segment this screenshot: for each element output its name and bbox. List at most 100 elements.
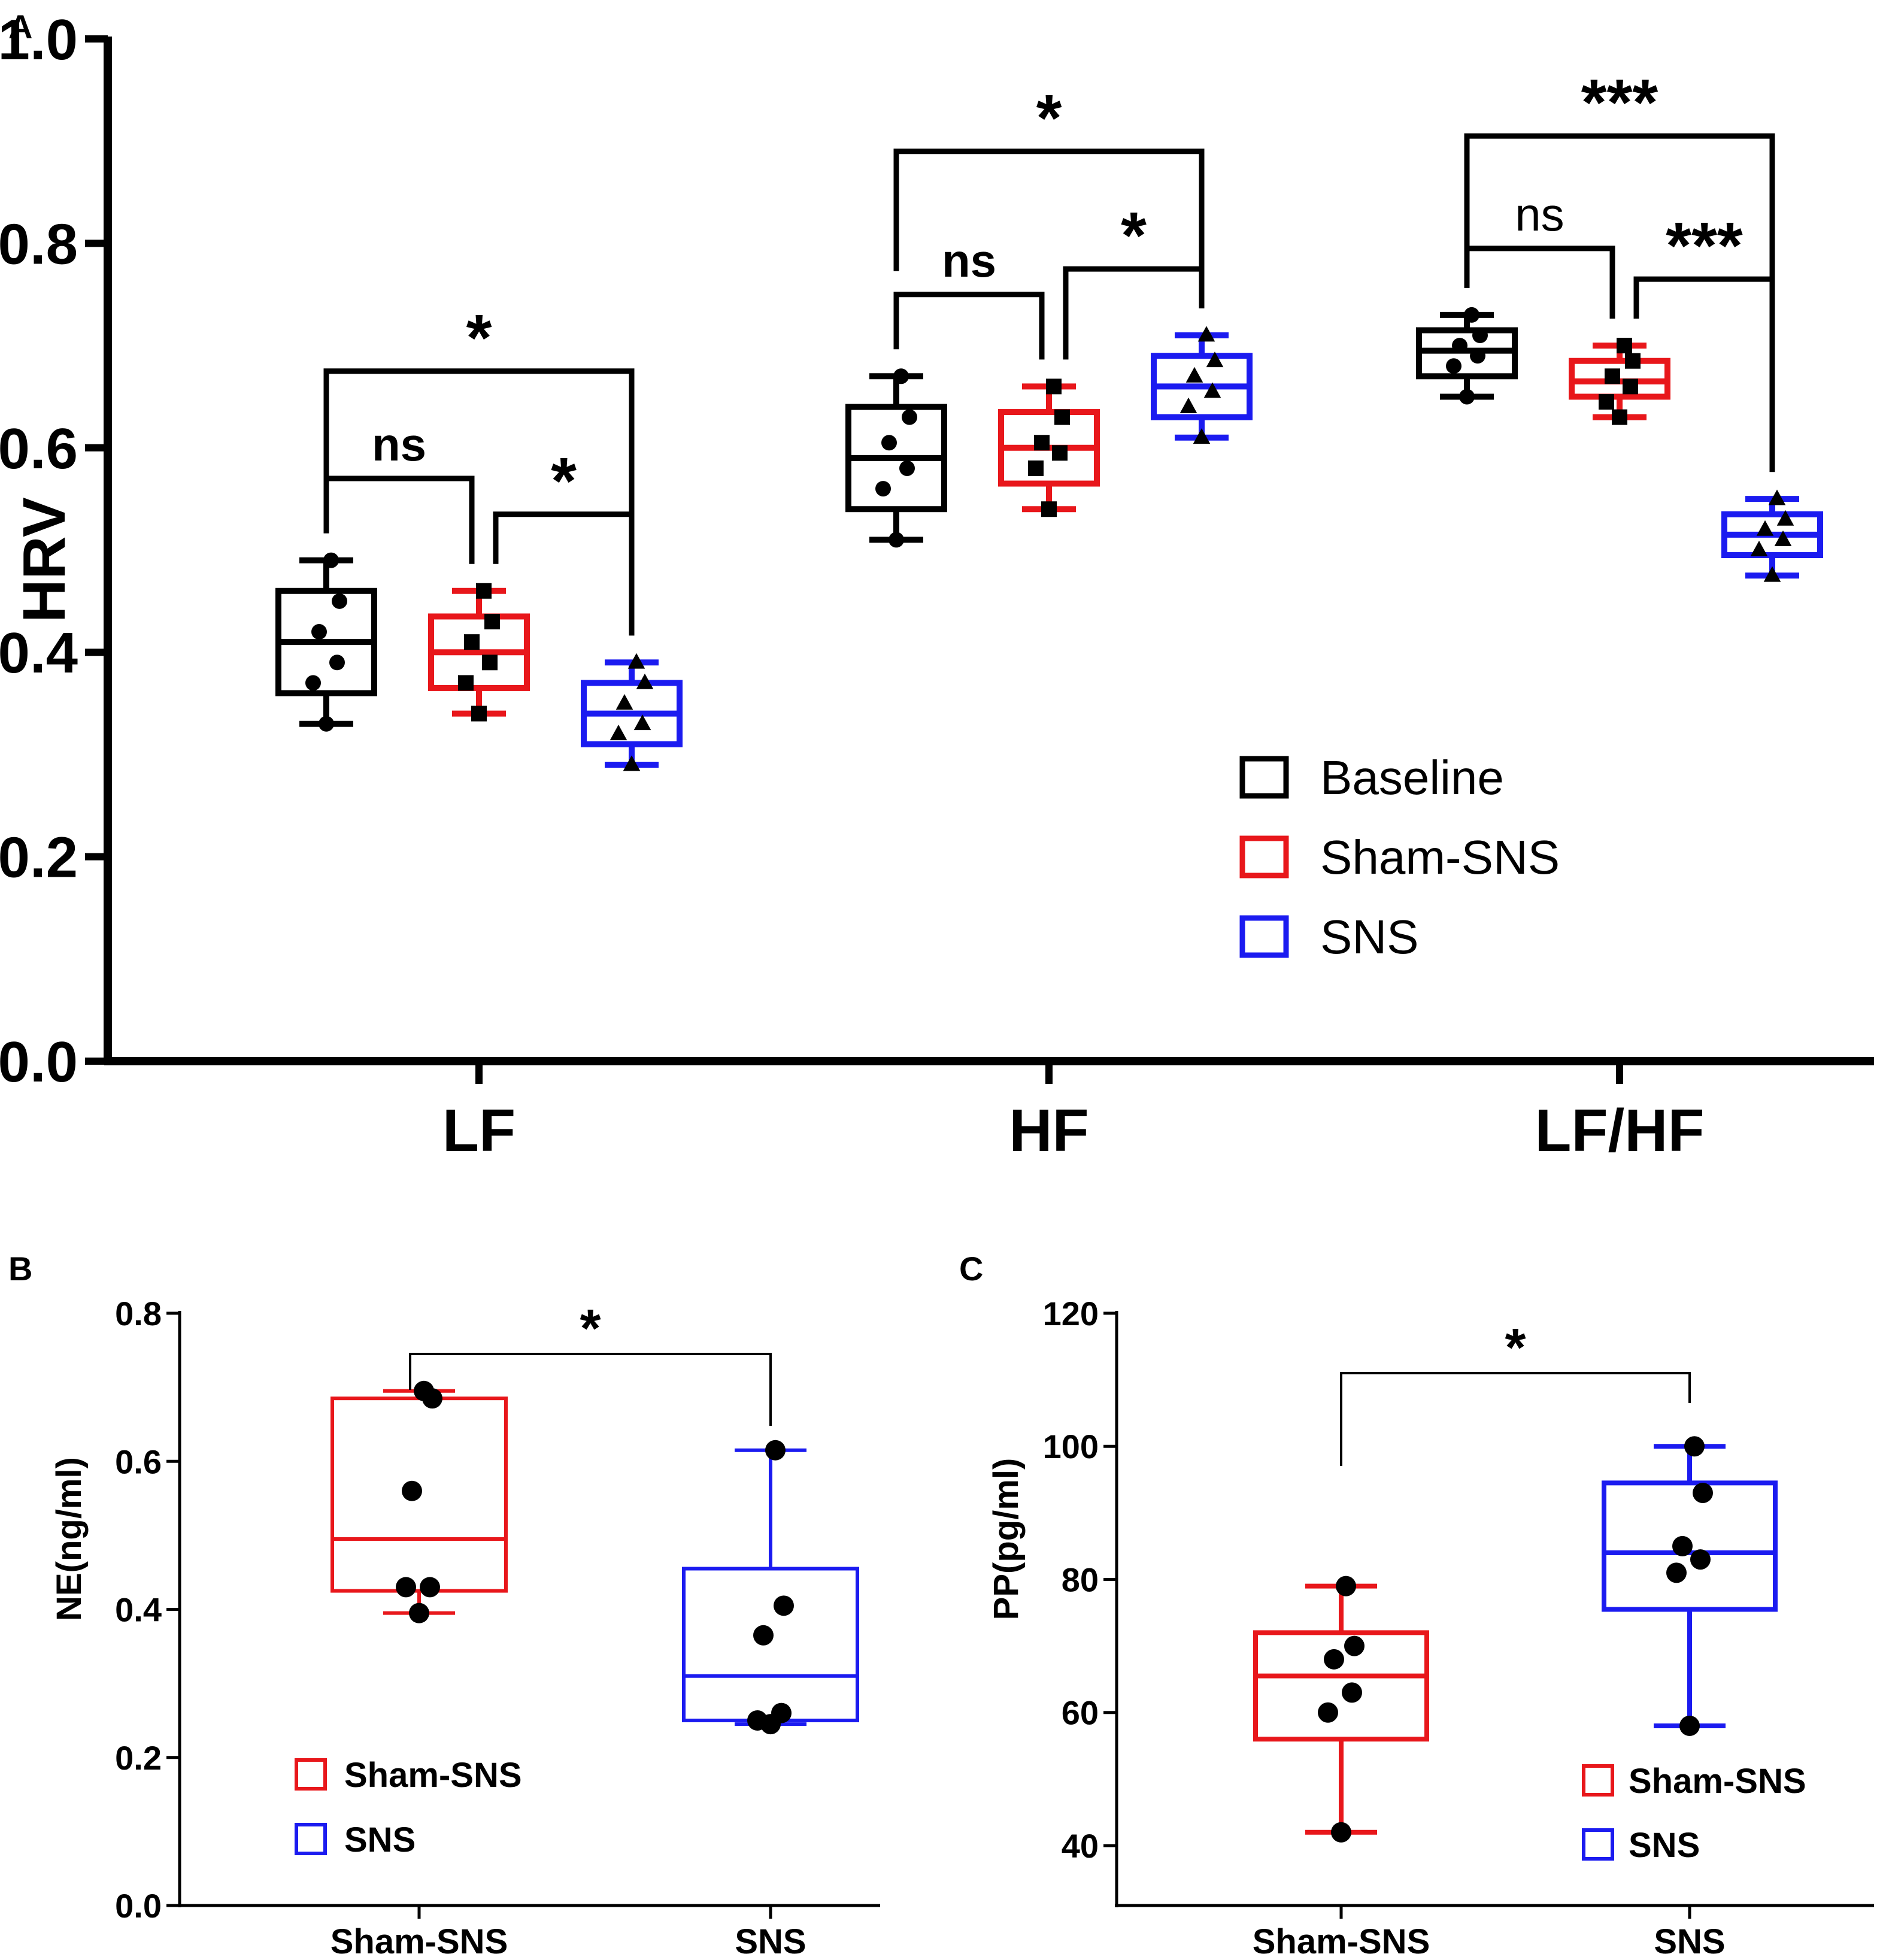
panel-a-lf-hf-sham-sns-point bbox=[1617, 338, 1632, 354]
panel-a-lf-sham-sns-point bbox=[458, 675, 474, 691]
panel-a-hf-sns-point bbox=[1206, 352, 1224, 368]
panel-c-sham-sns-point bbox=[1342, 1682, 1362, 1703]
panel-a-legend-label: Baseline bbox=[1320, 751, 1504, 804]
panel-a-significance-bracket bbox=[893, 292, 1045, 360]
panel-a-hf-sns-point bbox=[1197, 326, 1215, 342]
panel-a-y-tick-label: 0.2 bbox=[0, 826, 78, 890]
panel-a-x-tick-label: LF bbox=[442, 1097, 516, 1164]
panel-b-sham-sns-point bbox=[420, 1577, 440, 1598]
panel-c-significance-bracket bbox=[1340, 1372, 1691, 1467]
panel-a-lf-hf-sns-point bbox=[1768, 489, 1786, 505]
panel-a-significance-label: *** bbox=[1666, 209, 1743, 283]
panel-b-sns-point bbox=[765, 1440, 786, 1461]
panel-c-significance-label: * bbox=[1505, 1318, 1526, 1378]
panel-a-lf-sns-point bbox=[636, 673, 654, 689]
panel-a-lf-hf-baseline-point bbox=[1452, 338, 1467, 354]
panel-a-y-tick-label: 0.4 bbox=[0, 621, 78, 685]
panel-a-hf-sns-point bbox=[1193, 428, 1211, 444]
panel-b-legend-swatch bbox=[295, 1758, 327, 1791]
panel-a-hf-baseline-point bbox=[899, 460, 915, 476]
panel-c-sham-sns-point bbox=[1318, 1702, 1338, 1723]
panel-c-sns-point bbox=[1672, 1535, 1693, 1556]
panel-b-y-tick-label: 0.2 bbox=[115, 1739, 162, 1777]
panel-a-lf-baseline-point bbox=[305, 675, 321, 691]
panel-a-hf-sham-sns-point bbox=[1054, 409, 1070, 425]
panel-a-x-ticks: LF HF LF/HF bbox=[442, 1061, 1705, 1164]
panel-a-hf-sham-sns-point bbox=[1046, 378, 1062, 395]
panel-a-significance-label: ns bbox=[1515, 188, 1564, 241]
panel-a-lf-sham-sns-point bbox=[464, 634, 480, 650]
panel-a-significance-bracket bbox=[893, 149, 1205, 309]
panel-b-x-tick-label: Sham-SNS bbox=[330, 1922, 508, 1960]
panel-c-sns-point bbox=[1679, 1715, 1700, 1736]
panel-a-hf-baseline-point bbox=[902, 409, 917, 425]
panel-a-lf-sns-point bbox=[615, 693, 633, 710]
panel-a-significance-bracket bbox=[1464, 246, 1615, 319]
panel-a-hf-sham-sns-point bbox=[1034, 435, 1050, 451]
panel-a-lf-hf-baseline-point bbox=[1470, 348, 1485, 364]
panel-c-sns-point bbox=[1666, 1562, 1687, 1583]
panel-a-lf-hf-sns-point bbox=[1763, 566, 1781, 582]
panel-a-lf-hf-sns-point bbox=[1774, 530, 1792, 546]
panel-c-x-tick-label: SNS bbox=[1654, 1922, 1725, 1960]
panel-a-hf-baseline-point bbox=[889, 532, 904, 548]
panel-c-x-ticks: Sham-SNS SNS bbox=[1253, 1906, 1726, 1960]
panel-b-y-tick-label: 0.8 bbox=[115, 1295, 162, 1332]
panel-b-y-axis-label: NE(ng/ml) bbox=[50, 1457, 89, 1621]
panel-c-legend-swatch bbox=[1582, 1828, 1614, 1861]
panel-a-lf-hf-sham-sns-point bbox=[1625, 353, 1641, 369]
panel-a-y-ticks: 0.0 0.2 0.4 0.6 0.8 1.0 bbox=[0, 8, 108, 1094]
panel-a-legend-label: Sham-SNS bbox=[1320, 831, 1560, 884]
panel-b-sham-sns-point bbox=[409, 1602, 429, 1623]
panel-a-hf-sns-point bbox=[1179, 397, 1197, 413]
panel-a-lf-hf-sham-sns-point bbox=[1599, 393, 1614, 410]
panel-a-significance-bracket bbox=[1464, 133, 1775, 472]
panel-c-sham-sns-point bbox=[1344, 1635, 1365, 1656]
panel-c-y-tick-label: 120 bbox=[1043, 1295, 1099, 1332]
panel-c-y-tick-label: 60 bbox=[1062, 1694, 1099, 1732]
panel-c-sham-sns-point bbox=[1324, 1649, 1344, 1670]
panel-a-significance-bracket bbox=[1063, 266, 1205, 360]
panel-c-sham-sns-box bbox=[1253, 1630, 1429, 1742]
panel-b: B NE(ng/ml) 0.00.20.40.60.8 Sham-SNS SNS … bbox=[8, 1250, 880, 1960]
panel-a-x-tick-label: LF/HF bbox=[1535, 1097, 1704, 1164]
panel-c-sham-sns-point bbox=[1331, 1822, 1351, 1843]
panel-a-significance-label: * bbox=[1121, 199, 1147, 272]
panel-a-y-tick-label: 0.0 bbox=[0, 1030, 78, 1094]
panel-a-y-tick-label: 0.6 bbox=[0, 417, 78, 481]
panel-a-hf-baseline-point bbox=[881, 435, 897, 451]
panel-a-legend: Baseline Sham-SNS SNS bbox=[1239, 751, 1560, 964]
panel-c-significance: * bbox=[1340, 1318, 1691, 1467]
panel-c-y-tick-label: 80 bbox=[1062, 1561, 1099, 1598]
panel-a-significance-label: ns bbox=[942, 234, 996, 287]
panel-c-sns-point bbox=[1684, 1436, 1705, 1457]
panel-b-x-tick-label: SNS bbox=[735, 1922, 806, 1960]
panel-a-lf-baseline-point bbox=[329, 655, 345, 671]
panel-a-lf-hf-sns-point bbox=[1750, 540, 1768, 556]
panel-c-sns-point bbox=[1693, 1483, 1713, 1504]
panel-a-lf-hf-sns-point bbox=[1756, 520, 1774, 536]
panel-b-y-ticks: 0.0 0.2 0.4 0.6 0.8 bbox=[115, 1295, 180, 1925]
panel-a-hf-sham-sns-point bbox=[1041, 501, 1057, 517]
panel-a-hf-sham-sns-point bbox=[1028, 460, 1044, 476]
panel-c-sns-point bbox=[1690, 1549, 1711, 1570]
panel-a-y-tick-label: 0.8 bbox=[0, 212, 78, 276]
panel-a-lf-hf-baseline-point bbox=[1459, 389, 1475, 405]
panel-a-hf-sns-point bbox=[1185, 366, 1203, 383]
panel-a-legend-swatch bbox=[1239, 915, 1289, 958]
panel-c-label: C bbox=[959, 1250, 983, 1288]
panel-a-x-tick-label: HF bbox=[1009, 1097, 1088, 1164]
panel-b-sham-sns-point bbox=[402, 1480, 422, 1501]
panel-a-lf-baseline-point bbox=[311, 624, 327, 640]
panel-a-lf-sham-sns-point bbox=[471, 705, 487, 722]
panel-c-legend-label: Sham-SNS bbox=[1629, 1762, 1806, 1801]
panel-b-sns-box bbox=[682, 1567, 859, 1722]
panel-a-lf-hf-baseline-point bbox=[1472, 328, 1488, 344]
panel-a-y-axis-label: HRV bbox=[11, 497, 78, 623]
panel-a-lf-sns-point bbox=[627, 653, 645, 669]
panel-a: A HRV 0.00.20.40.60.81.0 LF HF LF/HF ns **n… bbox=[0, 8, 1874, 1164]
panel-a-significance-bracket bbox=[323, 475, 475, 564]
panel-c-y-tick-label: 100 bbox=[1043, 1428, 1099, 1465]
panel-b-sham-sns-point bbox=[414, 1380, 434, 1401]
panel-a-lf-baseline-point bbox=[319, 716, 334, 732]
